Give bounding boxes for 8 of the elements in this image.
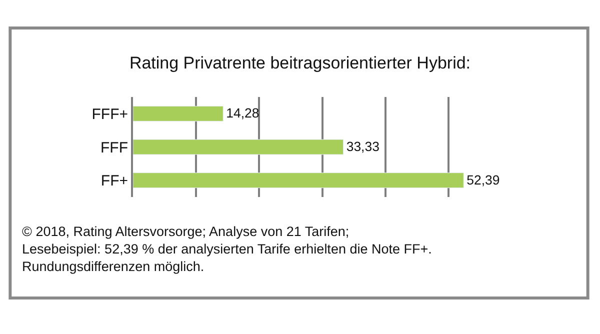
text: © 2018, Rating Altersvorsorge; Analyse von 21 Tarifen; Lesebeispiel: 52,39 % der analysierten Tarife erhielten die Note FF+. Rundungsdifferenzen möglich. — [22, 224, 432, 274]
chart-title: Rating Privatrente beitragsorientierter Hybrid: — [129, 54, 471, 73]
data-label: 52,39 — [466, 172, 500, 188]
y-tick-label: FFF+ — [92, 106, 128, 123]
data-label: 14,28 — [226, 106, 260, 121]
y-tick-label: FFF — [100, 139, 128, 156]
data-label: 33,33 — [346, 138, 380, 154]
y-tick-label: FF+ — [100, 172, 128, 190]
